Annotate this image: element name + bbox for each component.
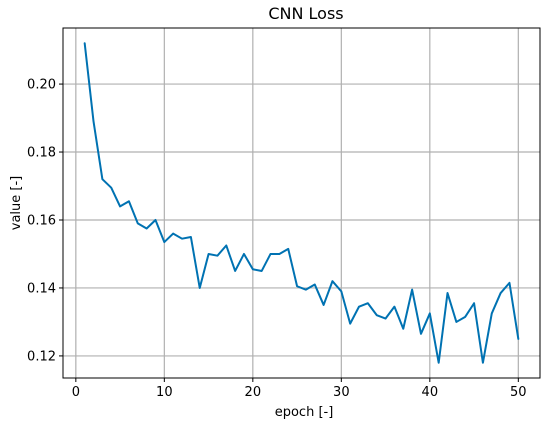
x-tick-label: 30 [333, 385, 350, 400]
grid-layer [63, 28, 540, 378]
x-tick-label: 0 [72, 385, 80, 400]
x-tick-label: 50 [510, 385, 527, 400]
y-tick-label: 0.18 [27, 146, 56, 161]
tick-layer: 0 10 20 30 40 50 0.12 0.14 0.16 0.18 0.20 [27, 78, 527, 400]
y-tick-label: 0.20 [27, 78, 56, 93]
series-layer [83, 42, 520, 364]
x-tick-label: 20 [245, 385, 262, 400]
loss-series-line [83, 42, 520, 364]
y-tick-label: 0.16 [27, 213, 56, 228]
y-axis-label: value [-] [9, 176, 24, 230]
x-tick-label: 40 [422, 385, 439, 400]
x-tick-label: 10 [156, 385, 173, 400]
x-axis-label: epoch [-] [275, 405, 334, 420]
plot-frame [62, 27, 541, 379]
y-tick-label: 0.12 [27, 349, 56, 364]
chart-title: CNN Loss [268, 4, 343, 23]
y-tick-label: 0.14 [27, 281, 56, 296]
